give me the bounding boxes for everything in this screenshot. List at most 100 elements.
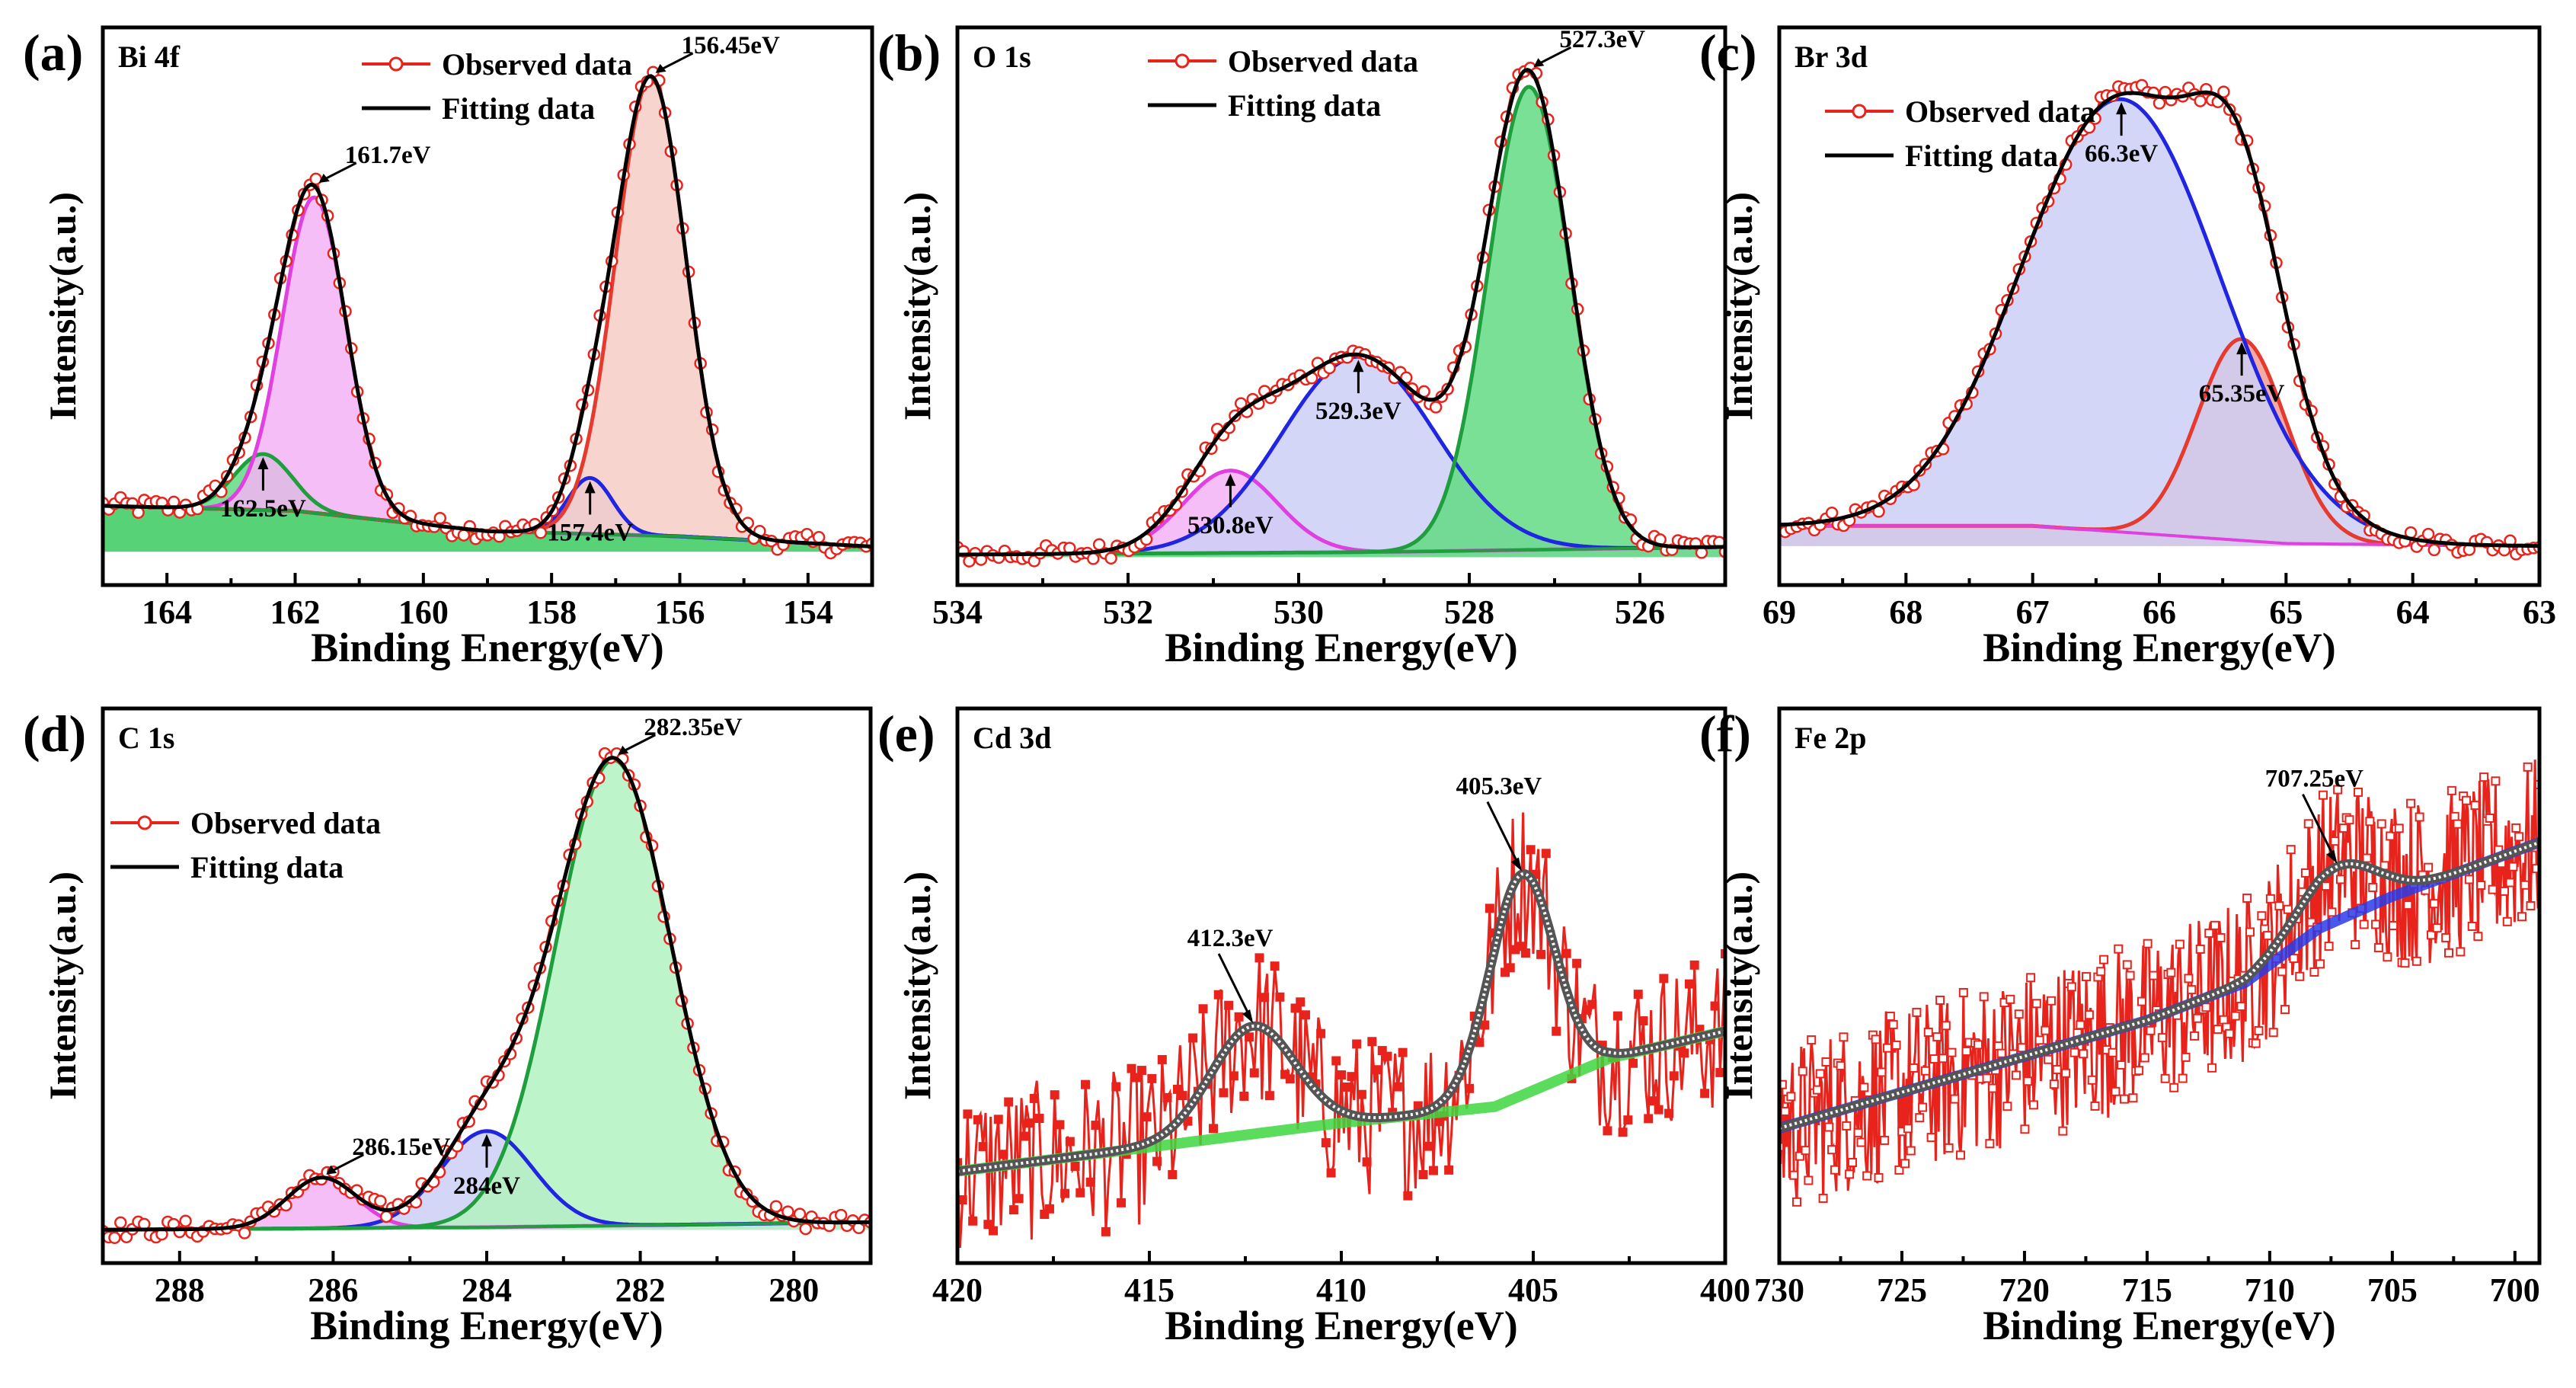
arrow-head bbox=[257, 457, 269, 470]
raw-point bbox=[1891, 1040, 1901, 1050]
legend-observed-label: Observed data bbox=[442, 47, 632, 82]
raw-point bbox=[1888, 1019, 1898, 1029]
raw-point bbox=[2044, 1054, 2053, 1064]
raw-point bbox=[1485, 903, 1494, 913]
raw-point bbox=[1034, 1114, 1044, 1124]
raw-point bbox=[2274, 901, 2284, 911]
raw-point bbox=[2354, 787, 2363, 797]
raw-point bbox=[1373, 1065, 1382, 1075]
arrow-head bbox=[326, 1165, 337, 1175]
raw-point bbox=[1362, 1157, 1372, 1167]
raw-point bbox=[2456, 947, 2466, 957]
x-tick-label: 400 bbox=[1700, 1271, 1750, 1309]
raw-point bbox=[1475, 1038, 1485, 1047]
annotation-arrow bbox=[2302, 793, 2337, 862]
panel-f: 707.25eV 730 725 720 715 710 705 700 Binding Ene… bbox=[1699, 705, 2542, 1348]
peak-label-156.45eV: 156.45eV bbox=[682, 32, 780, 59]
raw-point bbox=[983, 1220, 993, 1230]
raw-point bbox=[2406, 798, 2416, 808]
raw-point bbox=[2453, 819, 2463, 829]
panel-label: (f) bbox=[1699, 705, 1751, 763]
raw-point bbox=[2517, 912, 2526, 922]
plot-area-d bbox=[103, 747, 871, 1245]
observed-point bbox=[534, 526, 548, 539]
raw-point bbox=[1111, 1082, 1121, 1092]
raw-point bbox=[1700, 1089, 1710, 1099]
raw-point bbox=[1684, 979, 1694, 989]
raw-point bbox=[2213, 1025, 2223, 1035]
raw-point bbox=[1075, 1188, 1085, 1198]
raw-point bbox=[1856, 1137, 1866, 1147]
x-tick-label: 725 bbox=[1877, 1271, 1927, 1309]
raw-point bbox=[2175, 939, 2184, 949]
raw-point bbox=[1321, 1138, 1331, 1148]
x-tick-label: 530 bbox=[1274, 593, 1324, 631]
fitting-line-inner bbox=[1779, 840, 2539, 1130]
x-tick-label: 67 bbox=[2016, 593, 2050, 631]
fitting-data-line bbox=[1779, 90, 2539, 548]
raw-point bbox=[1157, 1054, 1167, 1064]
raw-point bbox=[1839, 1032, 1849, 1042]
raw-point bbox=[1680, 1048, 1689, 1058]
raw-point bbox=[1906, 1146, 1916, 1156]
raw-point bbox=[1245, 1032, 1254, 1042]
raw-point bbox=[1367, 1037, 1377, 1047]
raw-point bbox=[1019, 1131, 1029, 1141]
raw-point bbox=[2210, 920, 2220, 930]
raw-point bbox=[1847, 1158, 1857, 1168]
raw-point bbox=[2096, 967, 2106, 977]
legend-observed-label: Observed data bbox=[1228, 44, 1418, 78]
observed-point bbox=[132, 506, 145, 520]
legend-fitting-label: Fitting data bbox=[442, 91, 595, 126]
legend-observed-label: Observed data bbox=[190, 806, 381, 840]
raw-point bbox=[2026, 973, 2036, 983]
observed-point bbox=[1104, 552, 1117, 565]
raw-point bbox=[1894, 1165, 1904, 1175]
raw-point bbox=[1812, 1085, 1822, 1095]
raw-point bbox=[2149, 971, 2159, 980]
raw-point bbox=[2069, 1047, 2079, 1057]
raw-point bbox=[1081, 1079, 1090, 1089]
peak-fill-282.35eV bbox=[103, 760, 871, 1230]
x-tick-label: 64 bbox=[2396, 593, 2430, 631]
raw-point bbox=[1270, 961, 1280, 971]
raw-point bbox=[2002, 1102, 2012, 1111]
x-tick-label: 286 bbox=[308, 1271, 358, 1309]
x-tick-label: 715 bbox=[2122, 1271, 2172, 1309]
x-tick-label: 415 bbox=[1124, 1271, 1175, 1309]
raw-point bbox=[2058, 1126, 2068, 1136]
raw-point bbox=[1085, 1177, 1095, 1187]
raw-point bbox=[2368, 882, 2378, 892]
raw-point bbox=[1996, 1048, 2006, 1058]
raw-point bbox=[2119, 1094, 2129, 1104]
raw-point bbox=[1582, 1005, 1592, 1015]
raw-point bbox=[2219, 1015, 2229, 1025]
raw-point bbox=[2157, 1033, 2167, 1043]
raw-point bbox=[1040, 1210, 1050, 1220]
raw-point bbox=[2084, 1010, 2094, 1020]
raw-point bbox=[1883, 1043, 1893, 1053]
peak-label-286.15eV: 286.15eV bbox=[352, 1134, 450, 1161]
observed-point bbox=[108, 1231, 121, 1245]
x-axis-label: Binding Energy(eV) bbox=[1165, 1303, 1518, 1348]
raw-point bbox=[2450, 811, 2459, 821]
raw-point bbox=[2520, 880, 2530, 890]
element-label: Cd 3d bbox=[973, 721, 1051, 755]
raw-point bbox=[1382, 1051, 1392, 1061]
raw-point bbox=[1480, 1020, 1490, 1030]
raw-point bbox=[2283, 904, 2293, 914]
raw-point bbox=[2166, 967, 2176, 977]
observed-point bbox=[1087, 552, 1100, 565]
x-tick-label: 700 bbox=[2490, 1271, 2540, 1309]
arrow-head bbox=[318, 173, 330, 183]
raw-point bbox=[2178, 1073, 2188, 1083]
raw-point bbox=[2321, 881, 2331, 891]
plot-area-e bbox=[957, 812, 1725, 1248]
raw-point bbox=[2333, 785, 2343, 795]
raw-point bbox=[1618, 1127, 1628, 1137]
arrow-head bbox=[1242, 1009, 1254, 1023]
x-tick-label: 405 bbox=[1508, 1271, 1558, 1309]
observed-point bbox=[238, 1226, 251, 1239]
raw-point bbox=[2277, 967, 2287, 977]
raw-point bbox=[1932, 1032, 1942, 1042]
